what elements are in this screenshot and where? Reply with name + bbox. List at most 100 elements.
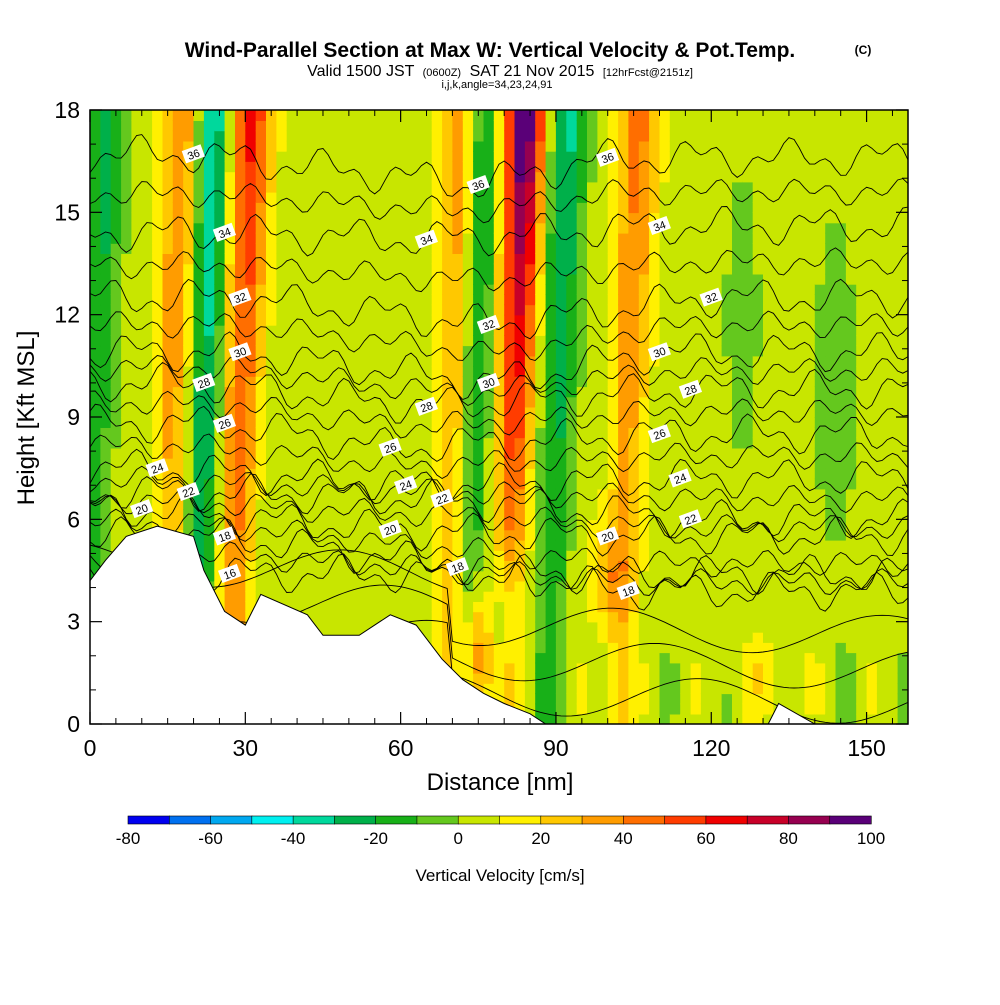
velocity-cell <box>359 611 370 622</box>
velocity-cell <box>204 161 215 172</box>
velocity-cell <box>390 560 401 571</box>
velocity-cell <box>628 448 639 459</box>
velocity-cell <box>670 458 681 469</box>
velocity-cell <box>163 499 174 510</box>
velocity-cell <box>245 386 256 397</box>
velocity-cell <box>276 315 287 326</box>
velocity-cell <box>846 642 857 653</box>
velocity-cell <box>556 611 567 622</box>
velocity-cell <box>484 438 495 449</box>
velocity-cell <box>442 304 453 315</box>
velocity-cell <box>618 622 629 633</box>
velocity-cell <box>670 356 681 367</box>
velocity-cell <box>691 397 702 408</box>
velocity-cell <box>711 407 722 418</box>
velocity-cell <box>401 233 412 244</box>
velocity-cell <box>898 704 909 715</box>
velocity-cell <box>753 366 764 377</box>
velocity-cell <box>742 683 753 694</box>
velocity-cell <box>142 161 153 172</box>
velocity-cell <box>867 642 878 653</box>
velocity-cell <box>204 151 215 162</box>
velocity-cell <box>815 427 826 438</box>
velocity-cell <box>421 335 432 346</box>
velocity-cell <box>204 356 215 367</box>
velocity-cell <box>815 171 826 182</box>
velocity-cell <box>805 161 816 172</box>
velocity-cell <box>794 304 805 315</box>
velocity-cell <box>401 212 412 223</box>
velocity-cell <box>815 652 826 663</box>
velocity-cell <box>504 284 515 295</box>
velocity-cell <box>628 499 639 510</box>
velocity-cell <box>649 693 660 704</box>
velocity-cell <box>515 652 526 663</box>
velocity-cell <box>266 192 277 203</box>
velocity-cell <box>784 427 795 438</box>
velocity-cell <box>111 264 122 275</box>
velocity-cell <box>887 489 898 500</box>
velocity-cell <box>794 611 805 622</box>
velocity-cell <box>898 427 909 438</box>
velocity-cell <box>587 110 598 121</box>
velocity-cell <box>815 141 826 152</box>
velocity-cell <box>867 212 878 223</box>
velocity-cell <box>297 100 308 111</box>
velocity-cell <box>825 212 836 223</box>
velocity-cell <box>566 611 577 622</box>
velocity-cell <box>297 386 308 397</box>
velocity-cell <box>370 468 381 479</box>
velocity-cell <box>763 161 774 172</box>
velocity-cell <box>566 192 577 203</box>
velocity-cell <box>701 611 712 622</box>
velocity-cell <box>846 192 857 203</box>
velocity-cell <box>742 264 753 275</box>
velocity-cell <box>256 100 267 111</box>
velocity-cell <box>732 386 743 397</box>
velocity-cell <box>711 704 722 715</box>
velocity-cell <box>504 100 515 111</box>
velocity-cell <box>556 683 567 694</box>
velocity-cell <box>639 663 650 674</box>
velocity-cell <box>515 304 526 315</box>
velocity-cell <box>328 325 339 336</box>
velocity-cell <box>649 652 660 663</box>
velocity-cell <box>773 673 784 684</box>
velocity-cell <box>556 223 567 234</box>
velocity-cell <box>784 141 795 152</box>
velocity-cell <box>577 458 588 469</box>
velocity-cell <box>380 161 391 172</box>
velocity-cell <box>276 478 287 489</box>
velocity-cell <box>753 243 764 254</box>
velocity-cell <box>546 233 557 244</box>
velocity-cell <box>877 315 888 326</box>
velocity-cell <box>597 632 608 643</box>
velocity-cell <box>411 223 422 234</box>
velocity-cell <box>711 110 722 121</box>
velocity-cell <box>100 325 111 336</box>
velocity-cell <box>370 233 381 244</box>
velocity-cell <box>494 120 505 131</box>
velocity-cell <box>556 376 567 387</box>
velocity-cell <box>825 110 836 121</box>
velocity-cell <box>628 253 639 264</box>
velocity-cell <box>183 458 194 469</box>
velocity-cell <box>722 100 733 111</box>
velocity-cell <box>339 253 350 264</box>
velocity-cell <box>784 304 795 315</box>
velocity-cell <box>577 120 588 131</box>
velocity-cell <box>639 253 650 264</box>
velocity-cell <box>722 253 733 264</box>
velocity-cell <box>856 110 867 121</box>
velocity-cell <box>825 417 836 428</box>
velocity-cell <box>411 571 422 582</box>
velocity-cell <box>773 182 784 193</box>
velocity-cell <box>318 591 329 602</box>
velocity-cell <box>628 622 639 633</box>
velocity-cell <box>535 642 546 653</box>
velocity-cell <box>867 407 878 418</box>
velocity-cell <box>546 581 557 592</box>
velocity-cell <box>711 632 722 643</box>
velocity-cell <box>597 264 608 275</box>
velocity-cell <box>836 182 847 193</box>
